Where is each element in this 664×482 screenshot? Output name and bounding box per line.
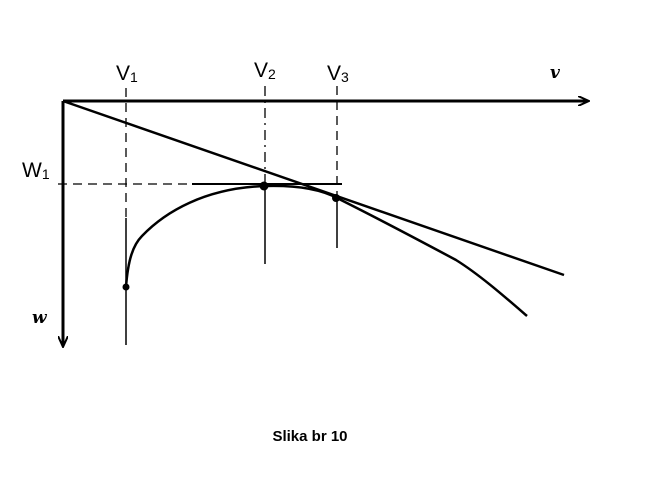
characteristic-curve: [124, 184, 528, 317]
point-v3: [332, 194, 340, 202]
figure-caption: Slika br 10: [272, 428, 348, 445]
y-axis-label: w: [32, 308, 48, 328]
label-v2: V2: [254, 59, 276, 82]
label-v1: V1: [116, 62, 138, 85]
label-w1: W1: [22, 159, 50, 182]
label-v3: V3: [327, 62, 349, 85]
x-axis-label: v: [550, 63, 561, 83]
origin-tangent-line: [62, 99, 565, 277]
point-v2: [259, 181, 269, 191]
point-v1: [122, 283, 130, 291]
